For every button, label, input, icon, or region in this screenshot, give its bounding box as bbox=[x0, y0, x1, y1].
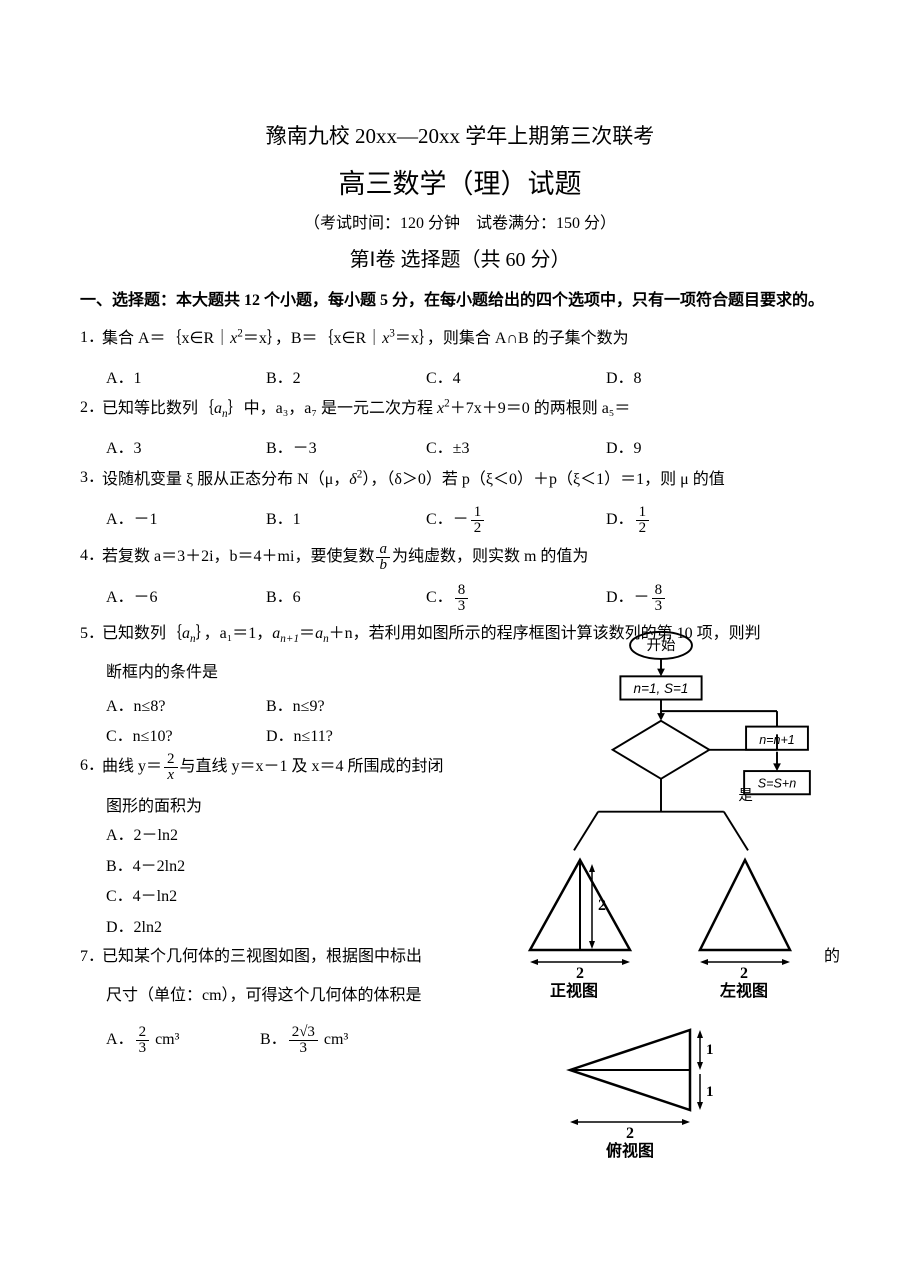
q7-text: 已知某个几何体的三视图如图，根据图中标出 bbox=[102, 948, 422, 965]
q7-continuation: 尺寸（单位：cm），可得这个几何体的体积是 bbox=[80, 982, 486, 1011]
q1-opt-b: B．2 bbox=[266, 364, 426, 388]
question-3: 3． 设随机变量 ξ 服从正态分布 N（μ，δ2），（δ＞0）若 p（ξ＜0）＋… bbox=[80, 464, 840, 494]
svg-text:2: 2 bbox=[598, 897, 606, 914]
three-views-diagram: 2 2 正视图 2 左视图 bbox=[480, 850, 820, 1170]
exam-title: 高三数学（理）试题 bbox=[80, 162, 840, 201]
q7-number: 7． bbox=[80, 943, 104, 972]
q2-opt-b: B．－3 bbox=[266, 434, 426, 458]
svg-text:2: 2 bbox=[740, 965, 748, 982]
q1-options: A．1 B．2 C．4 D．8 bbox=[80, 364, 840, 388]
q6-continuation: 图形的面积为 bbox=[80, 793, 456, 822]
svg-text:1: 1 bbox=[706, 1084, 714, 1100]
svg-text:俯视图: 俯视图 bbox=[606, 1141, 654, 1160]
q7-opt-a: A．23 cm³ bbox=[106, 1025, 256, 1056]
q7-text-right: 的 bbox=[824, 943, 840, 972]
q3-opt-c: C．－12 bbox=[426, 505, 606, 536]
question-4: 4． 若复数 a＝3＋2i，b＝4＋mi，要使复数ab为纯虚数，则实数 m 的值… bbox=[80, 542, 840, 573]
q5-opt-d: D．n≤11? bbox=[266, 722, 426, 746]
q1-opt-d: D．8 bbox=[606, 364, 766, 388]
svg-text:1: 1 bbox=[706, 1042, 714, 1058]
svg-text:2: 2 bbox=[626, 1125, 634, 1142]
q1-opt-a: A．1 bbox=[106, 364, 266, 388]
q3-text: 设随机变量 ξ 服从正态分布 N（μ，δ2），（δ＞0）若 p（ξ＜0）＋p（ξ… bbox=[102, 471, 725, 488]
q2-opt-a: A．3 bbox=[106, 434, 266, 458]
q5-options2: C．n≤10? D．n≤11? bbox=[80, 722, 456, 746]
section-instruction: 一、选择题：本大题共 12 个小题，每小题 5 分，在每小题给出的四个选项中，只… bbox=[131, 288, 840, 314]
q1-number: 1． bbox=[80, 324, 104, 353]
svg-text:S=S+n: S=S+n bbox=[758, 776, 796, 790]
svg-text:n=1, S=1: n=1, S=1 bbox=[634, 680, 689, 695]
q3-opt-a: A．－1 bbox=[106, 505, 266, 536]
q2-opt-d: D．9 bbox=[606, 434, 766, 458]
q5-options: A．n≤8? B．n≤9? bbox=[80, 692, 456, 716]
q4-number: 4． bbox=[80, 542, 104, 571]
q4-options: A．－6 B．6 C．83 D．－83 bbox=[80, 583, 840, 614]
q6-number: 6． bbox=[80, 752, 104, 781]
exam-header-line1: 豫南九校 20xx—20xx 学年上期第三次联考 bbox=[80, 120, 840, 150]
q7-opt-b: B．2√33 cm³ bbox=[260, 1025, 410, 1056]
svg-text:开始: 开始 bbox=[647, 637, 676, 654]
q3-options: A．－1 B．1 C．－12 D．12 bbox=[80, 505, 840, 536]
q4-opt-c: C．83 bbox=[426, 583, 606, 614]
svg-text:是: 是 bbox=[738, 788, 753, 804]
q2-text: 已知等比数列｛an｝中，a₃，a₇ 是一元二次方程 x2＋7x＋9＝0 的两根则… bbox=[102, 400, 630, 417]
question-2: 2． 已知等比数列｛an｝中，a₃，a₇ 是一元二次方程 x2＋7x＋9＝0 的… bbox=[80, 394, 840, 425]
svg-text:左视图: 左视图 bbox=[719, 981, 768, 1000]
q3-opt-b: B．1 bbox=[266, 505, 426, 536]
q5-opt-a: A．n≤8? bbox=[106, 692, 266, 716]
svg-text:n=n+1: n=n+1 bbox=[759, 733, 795, 747]
q4-opt-d: D．－83 bbox=[606, 583, 766, 614]
svg-text:2: 2 bbox=[576, 965, 584, 982]
q5-opt-c: C．n≤10? bbox=[106, 722, 266, 746]
question-1: 1． 集合 A＝｛x∈R｜x2＝x｝，B＝｛x∈R｜x3＝x｝，则集合 A∩B … bbox=[80, 324, 840, 354]
q2-options: A．3 B．－3 C．±3 D．9 bbox=[80, 434, 840, 458]
q3-opt-d: D．12 bbox=[606, 505, 766, 536]
q2-number: 2． bbox=[80, 394, 104, 423]
q1-opt-c: C．4 bbox=[426, 364, 606, 388]
q3-number: 3． bbox=[80, 464, 104, 493]
question-6: 6． 曲线 y＝2x与直线 y＝x－1 及 x＝4 所围成的封闭 bbox=[80, 752, 522, 783]
q5-opt-b: B．n≤9? bbox=[266, 692, 426, 716]
q6-text: 曲线 y＝2x与直线 y＝x－1 及 x＝4 所围成的封闭 bbox=[102, 758, 444, 775]
part-title: 第Ⅰ卷 选择题（共 60 分） bbox=[80, 243, 840, 272]
svg-text:正视图: 正视图 bbox=[550, 981, 598, 1000]
q4-text: 若复数 a＝3＋2i，b＝4＋mi，要使复数ab为纯虚数，则实数 m 的值为 bbox=[102, 548, 588, 565]
q4-opt-b: B．6 bbox=[266, 583, 426, 614]
q4-opt-a: A．－6 bbox=[106, 583, 266, 614]
q2-opt-c: C．±3 bbox=[426, 434, 606, 458]
q1-text: 集合 A＝｛x∈R｜x2＝x｝，B＝｛x∈R｜x3＝x｝，则集合 A∩B 的子集… bbox=[102, 330, 629, 347]
q5-number: 5． bbox=[80, 620, 104, 649]
exam-info: （考试时间：120 分钟 试卷满分：150 分） bbox=[80, 209, 840, 233]
